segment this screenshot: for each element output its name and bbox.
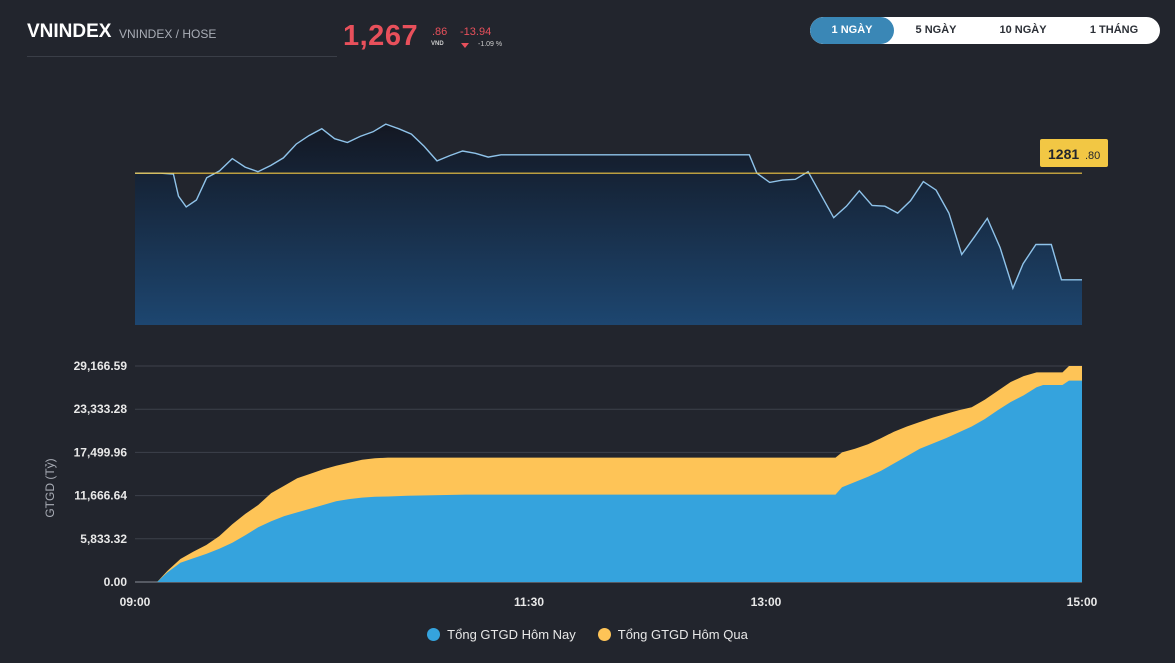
- price-change: -13.94: [460, 26, 492, 38]
- legend-dot-yesterday: [597, 627, 611, 641]
- area-today: [135, 380, 1082, 582]
- reference-label: 1281 .80: [1040, 139, 1108, 167]
- x-tick-label: 15:00: [1067, 595, 1098, 609]
- range-tabs: 1 NGÀY 5 NGÀY 10 NGÀY 1 THÁNG: [810, 17, 1160, 44]
- legend-label-yesterday: Tổng GTGD Hôm Qua: [617, 626, 748, 642]
- y-tick-label: 23,333.28: [74, 402, 128, 416]
- trading-value-area-chart: 0.00 5,833.32 11,666.64 17,499.96 23,333.28 2…: [43, 359, 1098, 609]
- legend: Tổng GTGD Hôm Nay Tổng GTGD Hôm Qua: [0, 624, 1175, 644]
- price-decimal: .86: [432, 26, 448, 38]
- x-tick-label: 11:30: [514, 595, 544, 609]
- tab-10-days[interactable]: 10 NGÀY: [999, 24, 1047, 36]
- symbol-title: VNINDEX: [27, 21, 112, 42]
- y-tick-label: 17,499.96: [74, 445, 128, 459]
- index-area: [135, 124, 1082, 325]
- index-line: [135, 123, 1082, 291]
- price-change-percent: -1.09 %: [478, 41, 503, 48]
- y-tick-label: 29,166.59: [74, 359, 128, 373]
- y-axis-label: GTGD (Tỷ): [43, 458, 57, 517]
- legend-item-today[interactable]: Tổng GTGD Hôm Nay: [427, 624, 576, 644]
- x-tick-label: 09:00: [120, 595, 151, 609]
- tab-1-month[interactable]: 1 THÁNG: [1089, 24, 1139, 36]
- price-unit: VND: [431, 41, 444, 47]
- down-arrow-icon: [461, 43, 469, 48]
- tab-1-day[interactable]: 1 NGÀY: [810, 17, 894, 44]
- title-block: VNINDEX VNINDEX / HOSE: [27, 18, 337, 57]
- x-tick-label: 13:00: [751, 595, 782, 609]
- tab-5-days[interactable]: 5 NGÀY: [915, 24, 957, 36]
- symbol-subtitle: VNINDEX / HOSE: [119, 27, 217, 41]
- legend-label-today: Tổng GTGD Hôm Nay: [447, 626, 576, 642]
- index-line-chart: 1281 .80: [135, 123, 1108, 325]
- y-tick-label: 11,666.64: [74, 489, 127, 503]
- legend-dot-today: [427, 627, 441, 641]
- y-tick-label: 0.00: [104, 575, 128, 589]
- reference-label-decimal: .80: [1085, 150, 1100, 162]
- y-tick-label: 5,833.32: [80, 532, 127, 546]
- price-value: 1,267: [343, 20, 419, 52]
- header: VNINDEX VNINDEX / HOSE 1,267 .86 VND -13…: [0, 0, 1175, 60]
- reference-label-int: 1281: [1048, 146, 1079, 162]
- legend-item-yesterday[interactable]: Tổng GTGD Hôm Qua: [597, 624, 748, 644]
